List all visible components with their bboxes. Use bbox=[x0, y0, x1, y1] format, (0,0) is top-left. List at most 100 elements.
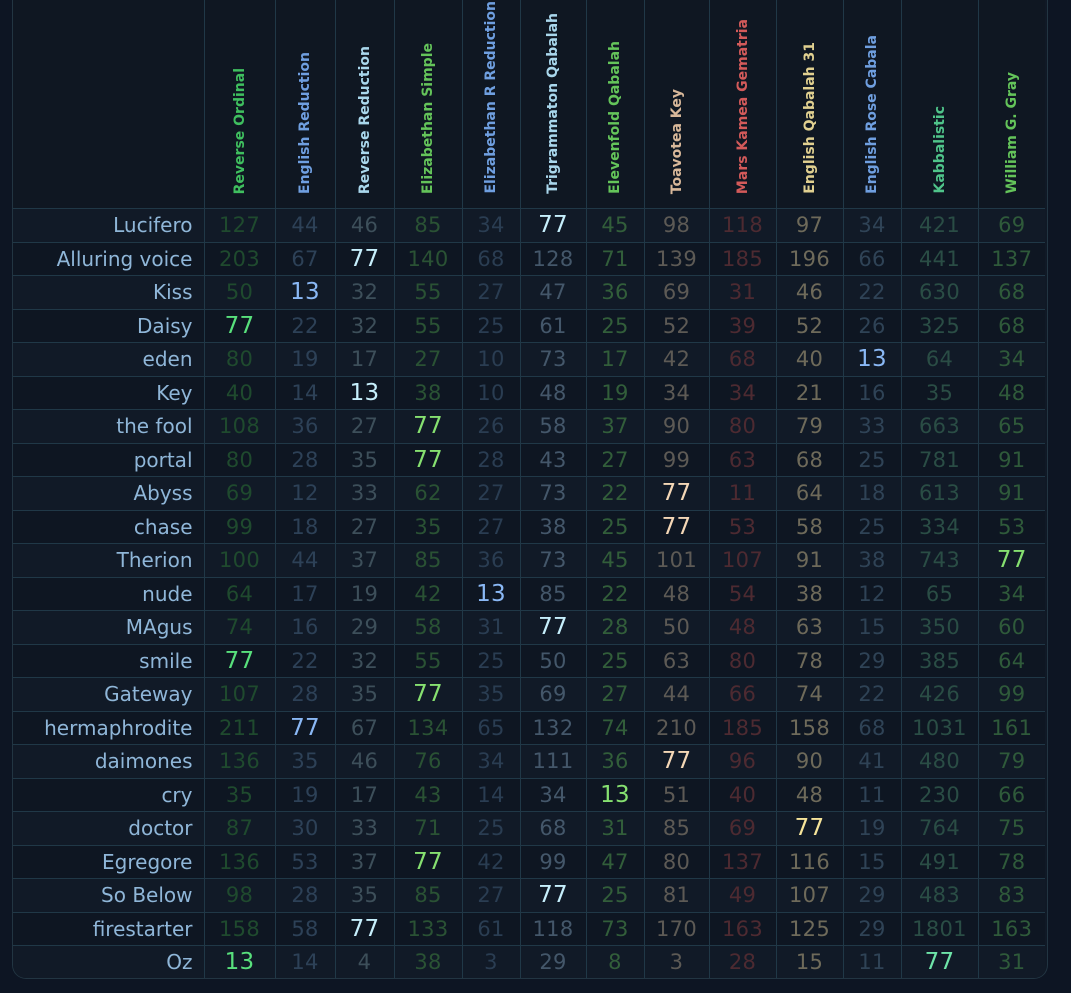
value-cell[interactable]: 90 bbox=[643, 409, 710, 444]
value-cell[interactable]: 10 bbox=[461, 375, 521, 410]
value-cell[interactable]: 55 bbox=[393, 275, 463, 310]
value-cell[interactable]: 51 bbox=[643, 777, 710, 812]
value-cell[interactable]: 66 bbox=[977, 777, 1045, 812]
value-cell[interactable]: 73 bbox=[585, 911, 645, 946]
value-cell[interactable]: 85 bbox=[643, 811, 710, 846]
value-cell[interactable]: 12 bbox=[842, 576, 902, 611]
value-cell[interactable]: 91 bbox=[775, 543, 844, 578]
value-cell[interactable]: 69 bbox=[519, 677, 587, 712]
value-cell[interactable]: 35 bbox=[393, 509, 463, 544]
phrase-label[interactable]: Daisy bbox=[13, 308, 205, 343]
value-cell[interactable]: 98 bbox=[643, 208, 710, 243]
value-cell[interactable]: 25 bbox=[585, 643, 645, 678]
value-cell[interactable]: 31 bbox=[461, 610, 521, 645]
value-cell[interactable]: 29 bbox=[842, 643, 902, 678]
value-cell[interactable]: 426 bbox=[900, 677, 979, 712]
cipher-column-header[interactable]: William G. Gray bbox=[977, 0, 1045, 209]
value-cell[interactable]: 50 bbox=[203, 275, 276, 310]
value-cell[interactable]: 28 bbox=[274, 878, 336, 913]
value-cell[interactable]: 80 bbox=[708, 409, 777, 444]
value-cell[interactable]: 11 bbox=[842, 777, 902, 812]
value-cell[interactable]: 80 bbox=[708, 643, 777, 678]
cipher-column-header[interactable]: Elevenfold Qabalah bbox=[585, 0, 645, 209]
value-cell[interactable]: 91 bbox=[977, 442, 1045, 477]
value-cell[interactable]: 38 bbox=[519, 509, 587, 544]
cipher-column-header[interactable]: Kabbalistic bbox=[900, 0, 979, 209]
value-cell[interactable]: 116 bbox=[775, 844, 844, 879]
cipher-column-header[interactable]: Elizabethan Simple bbox=[393, 0, 463, 209]
value-cell[interactable]: 66 bbox=[842, 241, 902, 276]
highlighted-value-cell[interactable]: 77 bbox=[203, 308, 276, 343]
value-cell[interactable]: 58 bbox=[274, 911, 336, 946]
value-cell[interactable]: 27 bbox=[461, 509, 521, 544]
value-cell[interactable]: 69 bbox=[203, 476, 276, 511]
value-cell[interactable]: 43 bbox=[519, 442, 587, 477]
highlighted-value-cell[interactable]: 77 bbox=[977, 543, 1045, 578]
cipher-column-header[interactable]: English Rose Cabala bbox=[842, 0, 902, 209]
value-cell[interactable]: 1801 bbox=[900, 911, 979, 946]
value-cell[interactable]: 48 bbox=[977, 375, 1045, 410]
value-cell[interactable]: 83 bbox=[977, 878, 1045, 913]
value-cell[interactable]: 108 bbox=[203, 409, 276, 444]
value-cell[interactable]: 350 bbox=[900, 610, 979, 645]
value-cell[interactable]: 40 bbox=[708, 777, 777, 812]
value-cell[interactable]: 22 bbox=[585, 476, 645, 511]
value-cell[interactable]: 10 bbox=[461, 342, 521, 377]
value-cell[interactable]: 22 bbox=[585, 576, 645, 611]
value-cell[interactable]: 25 bbox=[842, 509, 902, 544]
value-cell[interactable]: 22 bbox=[274, 643, 336, 678]
value-cell[interactable]: 40 bbox=[203, 375, 276, 410]
value-cell[interactable]: 85 bbox=[393, 878, 463, 913]
value-cell[interactable]: 68 bbox=[461, 241, 521, 276]
value-cell[interactable]: 53 bbox=[708, 509, 777, 544]
phrase-label[interactable]: Abyss bbox=[13, 476, 205, 511]
value-cell[interactable]: 97 bbox=[775, 208, 844, 243]
phrase-label[interactable]: portal bbox=[13, 442, 205, 477]
highlighted-value-cell[interactable]: 77 bbox=[393, 844, 463, 879]
value-cell[interactable]: 91 bbox=[977, 476, 1045, 511]
value-cell[interactable]: 22 bbox=[842, 275, 902, 310]
value-cell[interactable]: 63 bbox=[643, 643, 710, 678]
value-cell[interactable]: 74 bbox=[775, 677, 844, 712]
value-cell[interactable]: 118 bbox=[519, 911, 587, 946]
highlighted-value-cell[interactable]: 77 bbox=[393, 442, 463, 477]
value-cell[interactable]: 1031 bbox=[900, 710, 979, 745]
value-cell[interactable]: 8 bbox=[585, 945, 645, 978]
value-cell[interactable]: 85 bbox=[393, 543, 463, 578]
cipher-column-header[interactable]: Reverse Ordinal bbox=[203, 0, 276, 209]
value-cell[interactable]: 44 bbox=[274, 543, 336, 578]
value-cell[interactable]: 68 bbox=[519, 811, 587, 846]
value-cell[interactable]: 41 bbox=[842, 744, 902, 779]
value-cell[interactable]: 80 bbox=[203, 442, 276, 477]
value-cell[interactable]: 11 bbox=[842, 945, 902, 978]
value-cell[interactable]: 136 bbox=[203, 844, 276, 879]
value-cell[interactable]: 4 bbox=[334, 945, 395, 978]
value-cell[interactable]: 29 bbox=[519, 945, 587, 978]
value-cell[interactable]: 101 bbox=[643, 543, 710, 578]
phrase-label[interactable]: smile bbox=[13, 643, 205, 678]
highlighted-value-cell[interactable]: 77 bbox=[203, 643, 276, 678]
value-cell[interactable]: 127 bbox=[203, 208, 276, 243]
value-cell[interactable]: 33 bbox=[842, 409, 902, 444]
value-cell[interactable]: 28 bbox=[585, 610, 645, 645]
value-cell[interactable]: 66 bbox=[708, 677, 777, 712]
value-cell[interactable]: 34 bbox=[708, 375, 777, 410]
highlighted-value-cell[interactable]: 77 bbox=[643, 744, 710, 779]
value-cell[interactable]: 27 bbox=[393, 342, 463, 377]
value-cell[interactable]: 34 bbox=[519, 777, 587, 812]
value-cell[interactable]: 14 bbox=[461, 777, 521, 812]
value-cell[interactable]: 421 bbox=[900, 208, 979, 243]
value-cell[interactable]: 44 bbox=[643, 677, 710, 712]
value-cell[interactable]: 32 bbox=[334, 275, 395, 310]
value-cell[interactable]: 19 bbox=[274, 777, 336, 812]
value-cell[interactable]: 29 bbox=[842, 911, 902, 946]
value-cell[interactable]: 100 bbox=[203, 543, 276, 578]
value-cell[interactable]: 81 bbox=[643, 878, 710, 913]
phrase-label[interactable]: Oz bbox=[13, 945, 205, 978]
value-cell[interactable]: 38 bbox=[775, 576, 844, 611]
value-cell[interactable]: 67 bbox=[334, 710, 395, 745]
value-cell[interactable]: 47 bbox=[585, 844, 645, 879]
highlighted-value-cell[interactable]: 77 bbox=[643, 509, 710, 544]
value-cell[interactable]: 42 bbox=[643, 342, 710, 377]
value-cell[interactable]: 35 bbox=[900, 375, 979, 410]
